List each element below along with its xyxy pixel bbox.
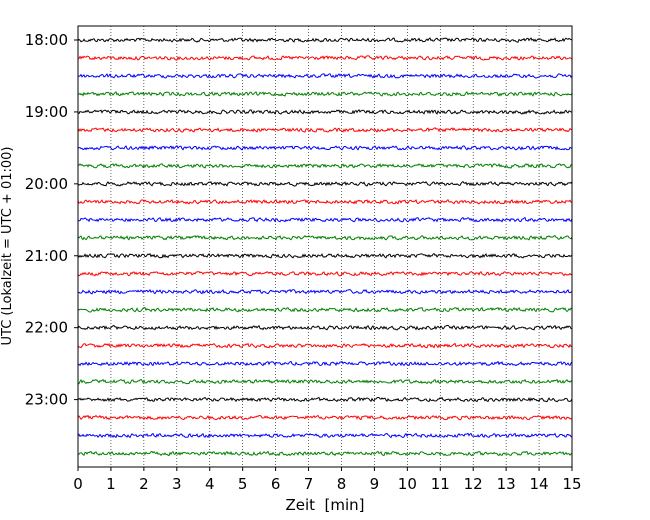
grid-lines [110, 26, 540, 467]
seismic-trace [77, 252, 573, 259]
y-tick-label: 20:00 [25, 175, 68, 193]
seismic-trace [77, 450, 573, 457]
x-tick-label: 7 [304, 475, 314, 493]
x-tick-label: 3 [172, 475, 182, 493]
seismic-trace [77, 324, 573, 331]
x-tick-label: 8 [337, 475, 347, 493]
seismic-trace [77, 342, 573, 349]
seismic-trace [77, 396, 573, 403]
x-tick-label: 12 [464, 475, 483, 493]
seismic-trace [77, 432, 573, 439]
seismic-trace [77, 91, 573, 97]
x-tick-label: 2 [139, 475, 149, 493]
seismic-trace [77, 127, 573, 133]
seismic-traces [77, 37, 573, 457]
x-tick-label: 6 [271, 475, 281, 493]
y-tick-label: 23:00 [25, 391, 68, 409]
seismic-trace [77, 55, 573, 61]
seismic-trace [77, 414, 573, 421]
x-tick-label: 5 [238, 475, 248, 493]
seismic-trace [77, 360, 573, 367]
seismic-trace [77, 306, 573, 313]
x-tick-label: 11 [431, 475, 450, 493]
seismic-trace [77, 198, 573, 205]
x-tick-label: 14 [530, 475, 549, 493]
x-tick-label: 10 [398, 475, 417, 493]
seismic-trace [77, 73, 573, 79]
seismic-trace [77, 163, 573, 169]
x-axis: 0 1 2 3 4 5 6 7 8 9 10 11 12 13 14 15 [73, 467, 582, 493]
y-tick-label: 22:00 [25, 319, 68, 337]
y-tick-label: 21:00 [25, 247, 68, 265]
x-tick-label: 13 [497, 475, 516, 493]
x-tick-label: 9 [370, 475, 380, 493]
x-tick-label: 0 [73, 475, 83, 493]
seismic-trace [77, 378, 573, 385]
seismic-trace [77, 216, 573, 223]
seismic-trace [77, 288, 573, 295]
x-tick-label: 4 [205, 475, 215, 493]
x-tick-label: 1 [106, 475, 116, 493]
y-axis: 18:00 19:00 20:00 21:00 22:00 23:00 [25, 31, 78, 409]
x-tick-label: 15 [562, 475, 581, 493]
seismic-trace [77, 235, 573, 241]
seismic-trace [77, 145, 573, 151]
seismic-trace [77, 109, 573, 115]
y-axis-label: UTC (Lokalzeit = UTC + 01:00) [0, 147, 15, 346]
y-tick-label: 19:00 [25, 103, 68, 121]
seismic-trace [77, 271, 573, 277]
x-axis-label: Zeit [min] [285, 496, 364, 514]
y-tick-label: 18:00 [25, 31, 68, 49]
seismic-trace [77, 37, 573, 43]
plot-frame [77, 25, 573, 468]
seismic-trace [77, 181, 573, 187]
